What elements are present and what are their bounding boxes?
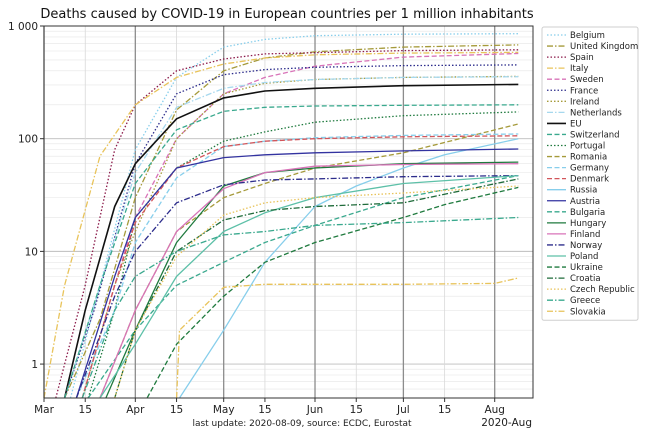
series-line-denmark xyxy=(81,135,519,399)
series-line-poland xyxy=(99,174,519,399)
plot-frame xyxy=(43,25,534,399)
x-tick-label: May xyxy=(213,404,235,416)
series-line-switzerland xyxy=(63,104,519,399)
footer-note: last update: 2020-08-09, source: ECDC, E… xyxy=(192,419,412,429)
axes: 1 10 100 1 000 Mar 15 Apr 15 May 15 Jun 15 Jul 15 Aug xyxy=(8,21,505,416)
legend-entry: Portugal xyxy=(570,142,605,152)
x-tick-label: 15 xyxy=(79,404,92,416)
series-line-greece xyxy=(81,216,519,399)
legend-entry: Ireland xyxy=(570,97,599,107)
y-tick-label: 100 xyxy=(18,134,38,146)
legend-entry: Russia xyxy=(570,186,597,196)
legend-entry: EU xyxy=(570,119,582,129)
series-line-italy xyxy=(43,51,519,399)
x-tick-label: Aug xyxy=(484,404,505,416)
x-tick-label: 15 xyxy=(258,404,271,416)
legend-entry: Sweden xyxy=(570,75,604,85)
legend-entry: Spain xyxy=(570,53,594,63)
y-tick-label: 1 000 xyxy=(8,21,38,33)
series-line-romania xyxy=(99,123,519,399)
series-line-ukraine xyxy=(146,186,519,399)
x-tick-label: Mar xyxy=(34,404,54,416)
series-line-austria xyxy=(75,148,519,399)
legend-entry: Austria xyxy=(570,197,600,207)
legend-entry: Netherlands xyxy=(570,108,622,118)
x-tick-label: 15 xyxy=(350,404,363,416)
legend-entry: Czech Republic xyxy=(570,285,635,295)
series-line-belgium xyxy=(69,33,519,399)
x-tick-label: Jun xyxy=(306,404,323,416)
series-line-germany xyxy=(75,133,519,399)
series-line-norway xyxy=(75,174,519,399)
chart-title: Deaths caused by COVID-19 in European co… xyxy=(40,7,533,22)
x-tick-label: Apr xyxy=(126,404,145,416)
series-lines xyxy=(43,33,519,399)
legend-entry: Germany xyxy=(570,164,609,174)
legend-entry: Ukraine xyxy=(570,263,603,273)
x-tick-label: 15 xyxy=(170,404,183,416)
series-line-croatia xyxy=(114,178,519,399)
series-line-portugal xyxy=(87,111,519,399)
legend-entry: Romania xyxy=(570,153,607,163)
series-line-finland xyxy=(99,163,519,399)
legend-entry: France xyxy=(570,86,598,96)
series-line-eu xyxy=(63,83,519,399)
legend-entry: Bulgaria xyxy=(570,208,605,218)
x-end-label: 2020-Aug xyxy=(481,417,532,429)
series-line-spain xyxy=(55,49,519,399)
legend-entry: Italy xyxy=(570,64,588,74)
legend-entry: Switzerland xyxy=(570,130,620,140)
legend-entry: Denmark xyxy=(570,175,609,185)
legend-entry: Poland xyxy=(570,252,598,262)
legend-entry: Finland xyxy=(570,230,600,240)
x-tick-label: 15 xyxy=(438,404,451,416)
legend-entry: Hungary xyxy=(570,219,606,229)
y-tick-label: 1 xyxy=(31,359,38,371)
series-line-united-kingdom xyxy=(64,44,519,399)
legend-entry: Greece xyxy=(570,296,600,306)
series-line-sweden xyxy=(81,52,519,399)
series-line-czech-republic xyxy=(114,185,519,399)
legend-entry: Norway xyxy=(570,241,602,251)
legend-entry: Belgium xyxy=(570,31,605,41)
grid xyxy=(43,25,533,399)
legend-entry: United Kingdom xyxy=(570,42,638,52)
series-line-netherlands xyxy=(63,76,519,399)
series-line-russia xyxy=(178,138,519,399)
x-tick-label: Jul xyxy=(396,404,410,416)
legend-box xyxy=(541,26,639,321)
series-line-bulgaria xyxy=(87,174,519,399)
legend-entry: Croatia xyxy=(570,274,601,284)
series-line-slovakia xyxy=(175,277,519,399)
legend-entry: Slovakia xyxy=(570,307,606,317)
y-tick-label: 10 xyxy=(25,246,38,258)
